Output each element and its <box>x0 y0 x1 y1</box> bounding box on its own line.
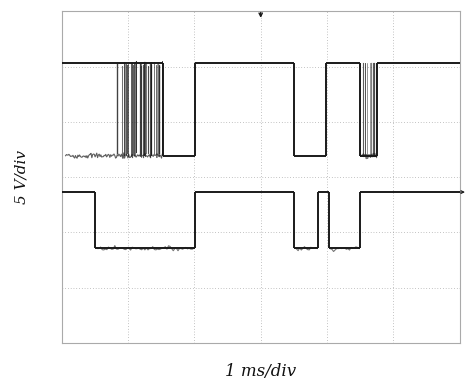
Text: 5 V/div: 5 V/div <box>15 150 29 204</box>
Text: 1 ms/div: 1 ms/div <box>225 363 296 380</box>
